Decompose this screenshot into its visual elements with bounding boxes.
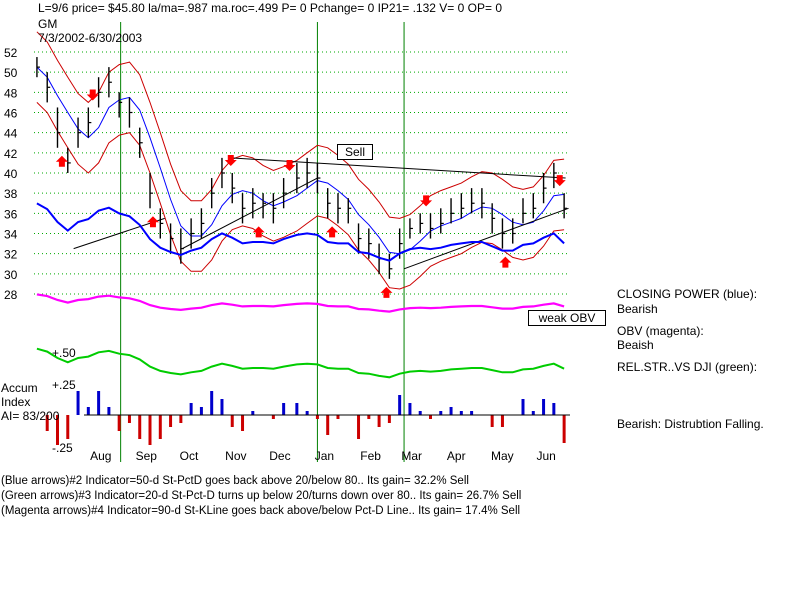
y-axis-ticks: 52 50 48 46 44 42 40 38 36 34 32 30 28 xyxy=(4,46,18,302)
y-tick-label: 52 xyxy=(4,46,18,60)
buy-arrow xyxy=(499,256,512,268)
buy-arrow xyxy=(146,216,159,228)
y-tick-label: 38 xyxy=(4,187,18,201)
date-range: 7/3/2002-6/30/2003 xyxy=(38,31,143,45)
y-tick-label: 28 xyxy=(4,288,18,302)
y-tick-label: 42 xyxy=(4,147,18,161)
footer-line-3: (Magenta arrows)#4 Indicator=90-d St-KLi… xyxy=(1,505,521,517)
closing-power-label: CLOSING POWER (blue): xyxy=(617,287,758,301)
accum-level-top: +.50 xyxy=(52,346,76,360)
sell-arrow xyxy=(86,89,99,101)
footer-line-1: (Blue arrows)#2 Indicator=50-d St-PctD g… xyxy=(1,475,469,487)
price-bars xyxy=(36,57,568,279)
trendline xyxy=(403,207,569,270)
relstr-path xyxy=(36,347,565,379)
obv-line xyxy=(36,293,565,313)
obv-label: OBV (magenta): xyxy=(617,324,704,338)
upper-band xyxy=(36,31,565,219)
y-tick-label: 40 xyxy=(4,167,18,181)
y-tick-label: 50 xyxy=(4,66,18,80)
trading-bands xyxy=(36,31,565,290)
closing-power-line xyxy=(36,202,565,262)
y-tick-label: 32 xyxy=(4,248,18,262)
accum-level-bottom: -.25 xyxy=(52,441,73,455)
x-tick-label: Sep xyxy=(136,449,158,463)
x-tick-label: Jan xyxy=(315,449,334,463)
symbol-label: GM xyxy=(38,17,58,31)
x-tick-label: Feb xyxy=(360,449,381,463)
y-tick-label: 44 xyxy=(4,127,18,141)
sell-arrow xyxy=(420,195,433,207)
footer-line-2: (Green arrows)#3 Indicator=20-d St-Pct-D… xyxy=(1,490,522,502)
y-tick-label: 48 xyxy=(4,86,18,100)
stats-line: L=9/6 price= $45.80 la/ma=.987 ma.roc=.4… xyxy=(38,1,502,15)
accum-label-3: AI= 83/200 xyxy=(1,409,60,423)
lower-band xyxy=(36,102,565,290)
x-tick-label: Aug xyxy=(90,449,111,463)
x-tick-label: Jun xyxy=(537,449,556,463)
y-tick-label: 46 xyxy=(4,107,18,121)
x-tick-label: Mar xyxy=(401,449,422,463)
x-tick-label: Nov xyxy=(225,449,246,463)
closing-power-path xyxy=(36,202,565,262)
y-tick-label: 34 xyxy=(4,228,18,242)
accum-label-1: Accum xyxy=(1,381,38,395)
obv-path xyxy=(36,293,565,313)
buy-arrow xyxy=(380,286,393,298)
relative-strength-line xyxy=(36,347,565,379)
buy-arrow xyxy=(55,155,68,167)
accum-level-mid: +.25 xyxy=(52,378,76,392)
buy-arrow xyxy=(326,226,339,238)
x-axis-ticks: Aug Sep Oct Nov Dec Jan Feb Mar Apr May Jun xyxy=(90,449,556,463)
y-tick-label: 36 xyxy=(4,207,18,221)
signal-vertical-lines xyxy=(120,22,405,462)
weak-obv-annotation: weak OBV xyxy=(528,310,606,326)
sell-arrow xyxy=(224,155,237,166)
y-tick-label: 30 xyxy=(4,268,18,282)
closing-power-status: Bearish xyxy=(617,302,658,316)
x-tick-label: Oct xyxy=(180,449,199,463)
sell-arrow xyxy=(553,175,566,187)
trendline xyxy=(73,217,165,250)
x-tick-label: Dec xyxy=(269,449,290,463)
buy-arrow xyxy=(252,226,265,238)
accum-index-histogram xyxy=(45,391,570,445)
accum-label-2: Index xyxy=(1,395,31,409)
moving-average xyxy=(36,66,565,255)
signal-arrows xyxy=(55,89,566,298)
sell-annotation: Sell xyxy=(337,144,373,160)
x-tick-label: Apr xyxy=(447,449,466,463)
trendline xyxy=(182,177,318,250)
x-tick-label: May xyxy=(491,449,514,463)
relstr-label: REL.STR..VS DJI (green): xyxy=(617,360,758,374)
sell-arrow xyxy=(283,160,296,172)
obv-status: Beaish xyxy=(617,338,654,352)
accum-status: Bearish: Distrubtion Falling. xyxy=(617,417,764,431)
